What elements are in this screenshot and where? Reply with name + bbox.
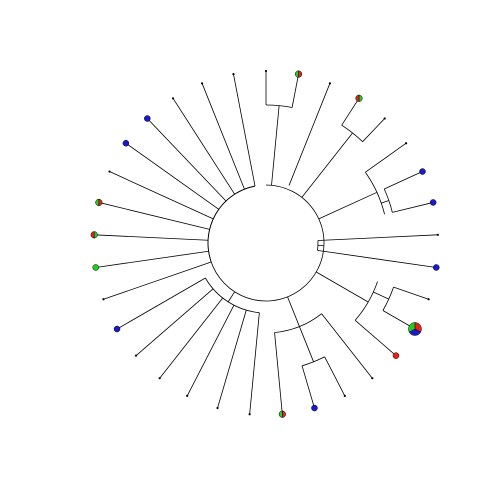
tip-marker <box>433 264 440 271</box>
tip-dot <box>232 73 235 76</box>
clade-arc <box>365 171 385 215</box>
terminal-branch <box>291 74 299 108</box>
tip-pie-slice <box>295 70 299 78</box>
terminal-branch <box>341 98 360 126</box>
tip-dot <box>108 170 111 173</box>
terminal-branch <box>288 83 331 186</box>
tip-dot <box>102 298 105 301</box>
terminal-branch <box>217 310 247 409</box>
clade-arc <box>207 185 256 263</box>
clade-stem <box>301 132 353 198</box>
clade-arc <box>274 313 322 333</box>
subclade-stem <box>381 200 389 204</box>
terminal-branch <box>365 142 407 173</box>
subclade-stem <box>299 326 314 362</box>
root-arc <box>207 184 325 302</box>
tip-pie-slice <box>98 198 103 207</box>
tip-marker <box>429 199 437 206</box>
terminal-branch <box>301 365 315 409</box>
tip-pie-slice <box>408 322 416 333</box>
terminal-branch <box>201 83 245 190</box>
terminal-branch <box>125 142 219 210</box>
clade-arc <box>354 281 378 321</box>
tip-dot <box>200 82 204 85</box>
tip-dot <box>134 354 138 357</box>
terminal-branch <box>274 332 283 415</box>
tip-dot <box>343 394 346 397</box>
tip-dot <box>436 233 439 236</box>
terminal-branch <box>324 356 346 397</box>
terminal-branch <box>159 297 224 379</box>
terminal-branch <box>172 98 235 195</box>
tip-marker <box>311 404 318 412</box>
clade-stem <box>227 291 235 303</box>
tip-pie-slice <box>90 231 95 239</box>
terminal-branch <box>317 250 437 268</box>
subclade-stem <box>373 291 389 300</box>
terminal-branch <box>393 286 429 300</box>
terminal-branch <box>135 288 214 356</box>
tip-dot <box>216 406 219 410</box>
tip-pie-slice <box>358 94 363 102</box>
tree-tip-markers <box>90 69 440 418</box>
tip-dot <box>248 413 251 416</box>
tip-dot <box>383 117 386 120</box>
tip-marker <box>419 168 426 175</box>
terminal-branch <box>317 234 438 241</box>
terminal-branch <box>109 171 214 220</box>
terminal-branch <box>95 250 209 268</box>
clade-arc <box>205 277 260 314</box>
tip-marker <box>92 264 99 271</box>
tip-dot <box>186 394 189 397</box>
terminal-branch <box>103 261 212 300</box>
terminal-branch <box>116 277 206 330</box>
tip-pie-slice <box>298 70 303 78</box>
clade-stem <box>318 191 378 220</box>
clade-stem <box>316 271 369 303</box>
tip-dot <box>264 69 268 73</box>
tip-pie-slice <box>278 410 283 418</box>
terminal-branch <box>98 202 210 230</box>
tip-dot <box>371 377 374 380</box>
tip-dot <box>171 97 175 100</box>
tip-dot <box>158 377 161 380</box>
tip-pie-slice <box>282 410 286 418</box>
terminal-branch <box>147 118 227 202</box>
tip-marker <box>113 325 121 333</box>
tree-branches <box>94 71 438 415</box>
tip-marker <box>122 139 130 147</box>
tip-marker <box>392 352 400 359</box>
terminal-branch <box>392 202 434 213</box>
terminal-branch <box>354 319 397 356</box>
tip-dot <box>328 82 332 85</box>
tip-dot <box>405 142 408 145</box>
terminal-branch <box>94 234 209 241</box>
terminal-branch <box>233 74 256 187</box>
tip-marker <box>144 115 151 122</box>
clade-arc <box>341 124 363 142</box>
terminal-branch <box>321 313 373 379</box>
clade-stem <box>271 105 280 186</box>
clade-arc <box>317 240 319 251</box>
clade-stem <box>287 296 300 327</box>
tip-pie-slice <box>93 231 98 239</box>
terminal-branch <box>362 118 385 142</box>
tip-pie-slice <box>355 94 360 102</box>
terminal-branch <box>186 305 235 397</box>
terminal-branch <box>249 312 260 415</box>
terminal-branch <box>384 171 423 190</box>
tip-pie-slice <box>95 198 100 207</box>
tip-dot <box>427 298 430 301</box>
